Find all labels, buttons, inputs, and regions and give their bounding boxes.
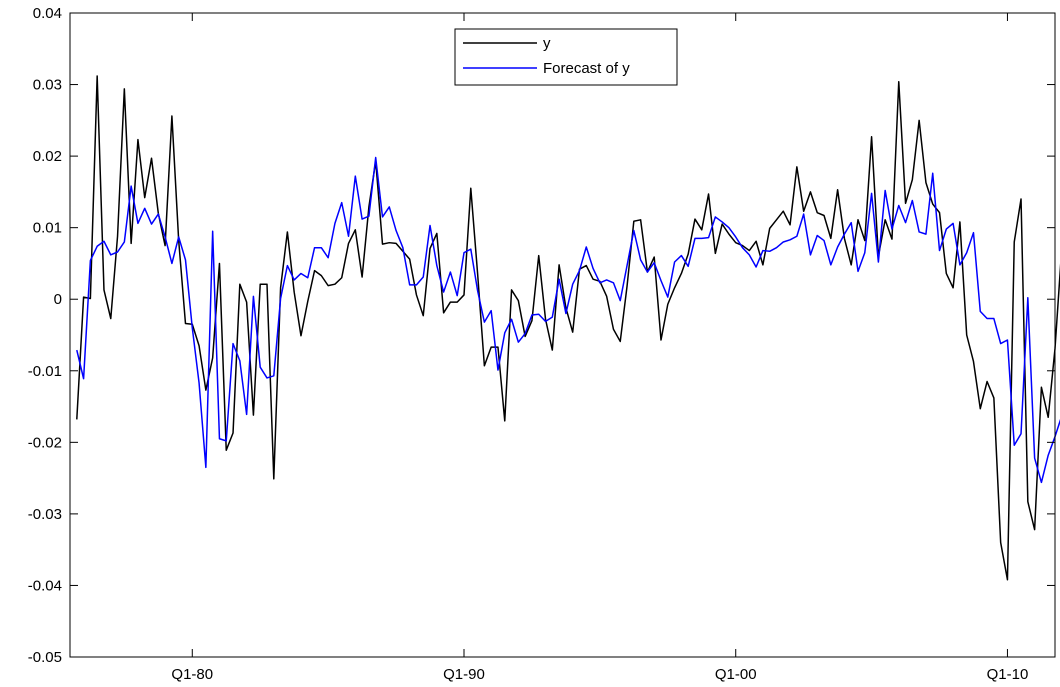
legend: y Forecast of y [454, 28, 678, 86]
legend-label-forecast-of-y: Forecast of y [543, 60, 630, 77]
series-line-forecast-of-y [76, 156, 1060, 484]
legend-label-y: y [543, 35, 551, 52]
plot-area [70, 13, 1055, 657]
y-tick-label: 0.01 [33, 220, 62, 237]
x-tick-label: Q1-80 [171, 666, 213, 683]
plot-background [70, 13, 1055, 657]
plot-frame [69, 12, 1056, 658]
x-tick-label: Q1-00 [715, 666, 757, 683]
legend-box [454, 28, 678, 86]
y-tick-label: -0.04 [28, 577, 62, 594]
x-tick-label: Q1-10 [987, 666, 1029, 683]
y-tick-label: 0.03 [33, 77, 62, 94]
x-tick-label: Q1-90 [443, 666, 485, 683]
y-tick-label: -0.05 [28, 649, 62, 666]
y-tick-label: -0.02 [28, 434, 62, 451]
axes: -0.05 -0.04 -0.03 -0.02 -0.01 0 0.01 0.02 0.03 0.… [28, 5, 1056, 683]
y-tick-label: -0.03 [28, 506, 62, 523]
y-tick-label: 0.04 [33, 5, 62, 22]
y-tick-label: -0.01 [28, 363, 62, 380]
y-tick-label: 0 [54, 291, 62, 308]
series-lines [76, 75, 1060, 581]
y-tick-label: 0.02 [33, 148, 62, 165]
